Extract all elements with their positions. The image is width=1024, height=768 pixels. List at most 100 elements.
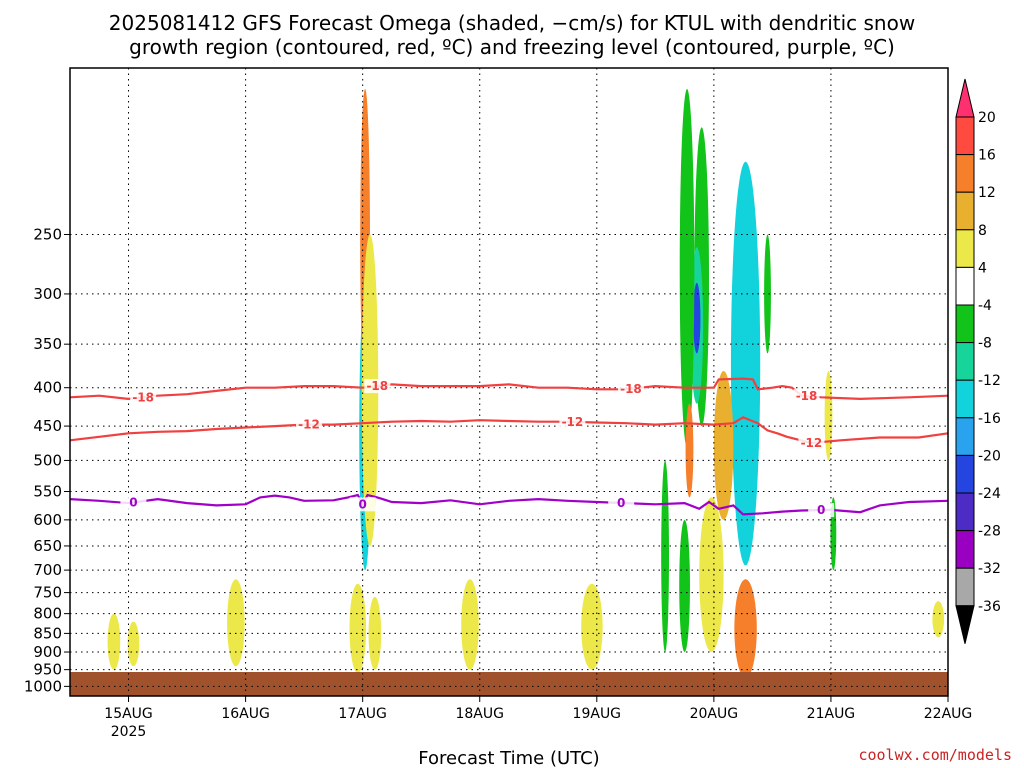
colorbar-segment: [955, 492, 975, 532]
x-axis-label: Forecast Time (UTC): [418, 748, 599, 768]
y-tick-label: 900: [33, 643, 62, 661]
contour-label-bg: [130, 390, 157, 405]
colorbar: 20 16 12 8 4 -4 -8 -12 -16 -20 -24 -28 -32 -36: [955, 78, 1001, 644]
omega-feature: [932, 601, 945, 638]
contour-label: 0: [129, 495, 137, 509]
omega-feature: [368, 596, 382, 670]
y-tick-label: 950: [33, 661, 62, 679]
omega-feature: [730, 161, 761, 566]
contour-label: -18: [366, 379, 388, 393]
colorbar-segment: [955, 266, 975, 306]
colorbar-segment: [955, 567, 975, 607]
y-tick-label: 400: [33, 379, 62, 397]
contour-label: 0: [358, 497, 366, 511]
pressure-axis: 2503003504004505005506006507007508008509…: [24, 226, 70, 695]
contour-label: 0: [817, 503, 825, 517]
y-tick-label: 300: [33, 285, 62, 303]
colorbar-label: -8: [978, 336, 992, 352]
colorbar-label: 16: [978, 148, 996, 164]
x-tick-label: 16AUG: [221, 706, 270, 722]
x-tick-label: 21AUG: [807, 706, 856, 722]
omega-feature: [685, 403, 694, 498]
colorbar-label: -16: [978, 411, 1001, 427]
y-tick-label: 600: [33, 511, 62, 529]
contour-label: -18: [620, 382, 642, 396]
y-tick-label: 450: [33, 417, 62, 435]
x-tick-label: 20AUG: [690, 706, 739, 722]
colorbar-segment: [955, 154, 975, 193]
colorbar-segment: [955, 78, 975, 118]
colorbar-segment: [955, 304, 975, 344]
omega-feature: [461, 579, 479, 670]
colorbar-segment: [955, 417, 975, 456]
contour-label-bg: [793, 389, 820, 404]
x-tick-label: 22AUG: [924, 706, 973, 722]
omega-feature: [127, 621, 140, 667]
omega-feature: [581, 583, 603, 670]
contour-line: [69, 416, 949, 445]
colorbar-label: 20: [978, 110, 996, 126]
omega-feature: [699, 497, 724, 653]
y-tick-label: 800: [33, 605, 62, 623]
colorbar-label: -24: [978, 486, 1001, 502]
omega-feature: [349, 583, 367, 674]
colorbar-label: -32: [978, 561, 1001, 577]
omega-feature: [713, 370, 734, 520]
ground-below-surface: [70, 672, 948, 696]
colorbar-segment: [955, 379, 975, 419]
contour-label-bg: [808, 503, 835, 518]
colorbar-segment: [955, 342, 975, 381]
contour-label-bg: [120, 495, 147, 510]
chart-title-line2: growth region (contoured, red, ºC) and f…: [129, 35, 895, 59]
contour-label-bg: [559, 414, 586, 429]
omega-feature: [661, 460, 669, 653]
contour-label: -12: [562, 415, 584, 429]
colorbar-label: 4: [978, 260, 987, 276]
contour-label-bg: [349, 497, 376, 512]
omega-feature: [107, 613, 121, 670]
y-tick-label: 850: [33, 624, 62, 642]
colorbar-segment: [955, 191, 975, 231]
contour-label-bg: [364, 379, 391, 394]
colorbar-label: 12: [978, 185, 996, 201]
x-tick-label: 17AUG: [338, 706, 387, 722]
x-tick-label: 19AUG: [573, 706, 622, 722]
omega-feature: [679, 519, 690, 653]
x-tick-label: 15AUG: [104, 706, 153, 722]
colorbar-label: -12: [978, 373, 1001, 389]
colorbar-label: -28: [978, 524, 1001, 540]
colorbar-segment: [955, 530, 975, 569]
y-tick-label: 550: [33, 483, 62, 501]
colorbar-segment: [955, 454, 975, 494]
y-tick-label: 350: [33, 335, 62, 353]
contour-label: -12: [298, 418, 320, 432]
contour-label: -18: [132, 390, 154, 404]
y-tick-label: 1000: [24, 677, 62, 695]
contour-label-bg: [296, 417, 323, 432]
colorbar-label: -36: [978, 599, 1001, 615]
contour-label-bg: [608, 495, 635, 510]
contour-label: -18: [796, 389, 818, 403]
omega-feature: [734, 579, 757, 679]
y-tick-label: 750: [33, 584, 62, 602]
y-tick-label: 500: [33, 451, 62, 469]
y-tick-label: 700: [33, 561, 62, 579]
omega-feature: [227, 579, 245, 667]
colorbar-segment: [955, 605, 975, 644]
colorbar-segment: [955, 229, 975, 268]
contour-label-bg: [617, 381, 644, 396]
x-tick-sublabel: 2025: [111, 724, 147, 740]
contour-label-bg: [798, 436, 825, 451]
x-tick-label: 18AUG: [455, 706, 504, 722]
contour-label: 0: [617, 496, 625, 510]
contour-line: [69, 493, 949, 516]
omega-feature: [679, 89, 695, 448]
y-tick-label: 250: [33, 226, 62, 244]
chart-title-line1: 2025081412 GFS Forecast Omega (shaded, −…: [109, 11, 915, 35]
time-axis: 15AUG 2025 16AUG 17AUG 18AUG 19AUG 20AUG 21AUG 2…: [104, 696, 972, 740]
colorbar-label: -20: [978, 448, 1001, 464]
plot-area: [70, 68, 948, 696]
contours: -18 -18 -18 -18 -12 -12 -12 0 0 0 0: [69, 377, 949, 518]
contour-line: [69, 377, 949, 401]
